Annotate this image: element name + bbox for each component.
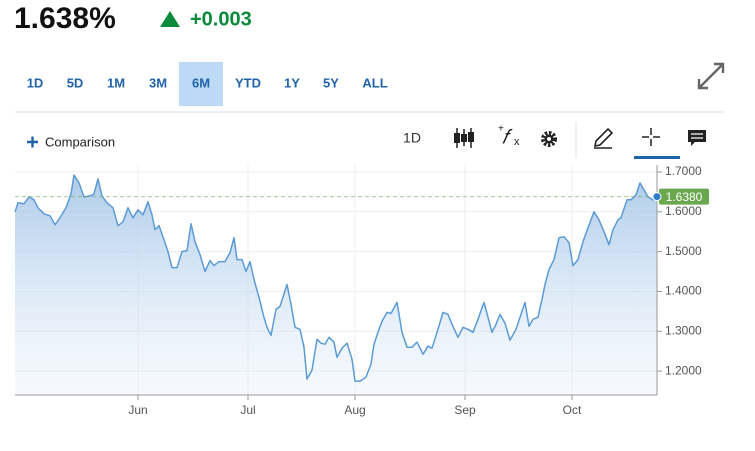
x-tick-label: Aug	[344, 403, 365, 417]
price-line	[14, 174, 658, 382]
range-label: 1M	[107, 75, 125, 90]
range-highlight	[179, 62, 223, 106]
range-button[interactable]: 1M	[107, 75, 125, 90]
range-selector: 1D 5D 1M 3M 6M YTD 1Y 5Y ALL	[27, 62, 388, 106]
interval-button[interactable]: 1D	[403, 130, 421, 146]
range-label: ALL	[362, 75, 387, 90]
comparison-label: Comparison	[45, 134, 115, 149]
comparison-button[interactable]: Comparison	[27, 134, 115, 149]
change: +0.003	[190, 8, 252, 30]
y-tick-label: 1.5000	[665, 244, 702, 258]
chart-type-button[interactable]	[454, 128, 474, 148]
plot: 1.2000 1.3000 1.4000 1.5000 1.6000 1.7000 Jun J…	[14, 164, 709, 417]
range-button[interactable]: YTD	[235, 75, 261, 90]
y-tick-label: 1.3000	[665, 323, 702, 337]
range-label: YTD	[235, 75, 261, 90]
up-arrow	[160, 11, 180, 27]
range-label: 5Y	[323, 75, 339, 90]
range-label: 5D	[67, 75, 84, 90]
y-tick-label: 1.7000	[665, 164, 702, 178]
y-tick-label: 1.6000	[665, 204, 702, 218]
range-label: 1D	[27, 75, 44, 90]
x-tick-label: Jun	[128, 403, 147, 417]
range-label: 6M	[192, 75, 210, 90]
x-tick-label: Jul	[240, 403, 255, 417]
svg-text:x: x	[514, 136, 520, 148]
settings-button[interactable]	[541, 131, 557, 147]
range-button[interactable]: ALL	[362, 75, 387, 90]
x-tick-label: Sep	[454, 403, 476, 417]
current-tag	[659, 188, 709, 205]
y-tick-label: 1.2000	[665, 363, 702, 377]
range-button[interactable]: 1D	[27, 75, 44, 90]
svg-text:𝑓: 𝑓	[502, 127, 513, 149]
indicators-button[interactable]: 𝑓 x +	[498, 124, 520, 149]
header: 1.638% +0.003	[14, 2, 252, 35]
plus-icon	[27, 136, 38, 148]
crosshair-button[interactable]	[634, 128, 680, 159]
current-dot	[652, 192, 662, 202]
comment-button[interactable]	[688, 130, 706, 146]
range-label: 1Y	[284, 75, 300, 90]
range-button[interactable]: 6M	[179, 62, 223, 106]
range-button[interactable]: 5D	[67, 75, 84, 90]
expand-button[interactable]	[697, 62, 725, 90]
area	[15, 175, 657, 395]
range-label: 3M	[149, 75, 167, 90]
x-tick-label: Oct	[563, 403, 582, 417]
range-button[interactable]: 1Y	[284, 75, 300, 90]
svg-text:+: +	[498, 124, 504, 135]
price: 1.638%	[14, 2, 116, 35]
range-button[interactable]: 3M	[149, 75, 167, 90]
draw-button[interactable]	[593, 127, 614, 149]
range-button[interactable]: 5Y	[323, 75, 339, 90]
current-label: 1.6380	[666, 190, 703, 204]
y-tick-label: 1.4000	[665, 284, 702, 298]
